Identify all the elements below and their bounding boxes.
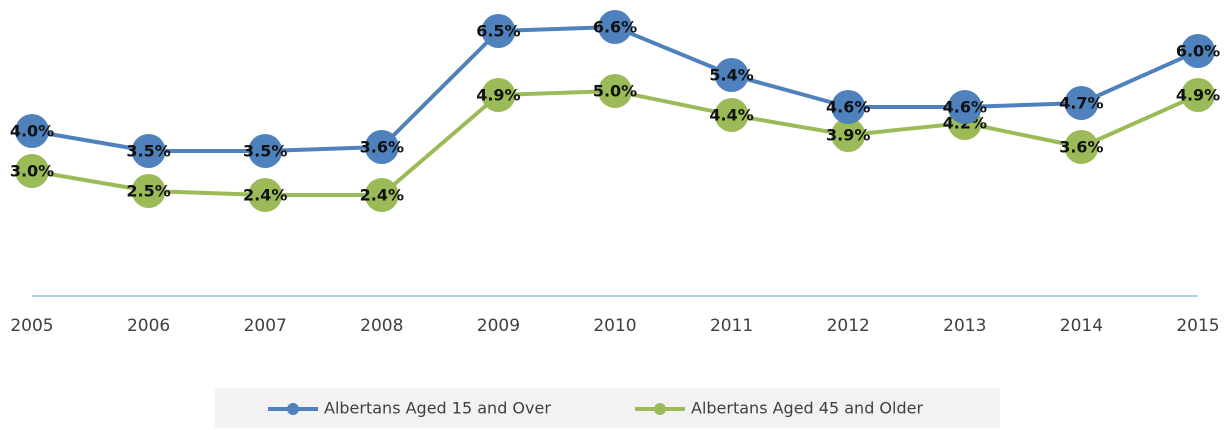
legend-label: Albertans Aged 45 and Older — [691, 399, 923, 418]
data-label: 6.5% — [476, 22, 520, 41]
x-tick-label: 2013 — [943, 316, 986, 336]
legend-marker — [654, 403, 666, 415]
marker — [481, 14, 516, 48]
data-label: 3.6% — [360, 138, 404, 157]
x-tick-label: 2010 — [593, 316, 636, 336]
marker — [15, 154, 49, 188]
legend-marker — [287, 403, 299, 415]
data-label: 3.5% — [243, 142, 287, 161]
x-tick-label: 2012 — [827, 316, 870, 336]
data-label: 6.0% — [1176, 42, 1220, 61]
data-label: 5.4% — [709, 66, 753, 85]
marker — [131, 134, 166, 168]
legend-box — [215, 388, 1000, 428]
data-label: 4.9% — [1176, 86, 1220, 105]
marker — [131, 174, 166, 208]
marker — [364, 178, 399, 212]
x-tick-label: 2014 — [1060, 316, 1103, 336]
marker — [598, 74, 632, 108]
data-label: 3.6% — [1059, 138, 1103, 157]
data-label: 2.4% — [243, 186, 287, 205]
data-label: 3.9% — [826, 126, 870, 145]
x-tick-label: 2006 — [127, 316, 170, 336]
marker — [598, 10, 632, 44]
data-label: 2.4% — [360, 186, 404, 205]
marker — [1064, 130, 1099, 164]
marker — [1181, 78, 1215, 112]
data-label: 3.5% — [126, 142, 170, 161]
x-tick-label: 2009 — [477, 316, 520, 336]
data-label: 4.7% — [1059, 94, 1103, 113]
x-tick-label: 2007 — [244, 316, 287, 336]
data-label: 2.5% — [126, 182, 170, 201]
marker — [1064, 86, 1099, 120]
x-tick-label: 2005 — [10, 316, 53, 336]
data-label: 4.6% — [826, 98, 870, 117]
marker — [714, 98, 749, 132]
data-label: 3.0% — [10, 162, 54, 181]
x-tick-label: 2011 — [710, 316, 753, 336]
marker — [831, 118, 866, 152]
marker — [1181, 34, 1215, 68]
marker — [481, 78, 516, 112]
data-label: 4.4% — [709, 106, 753, 125]
marker — [15, 114, 49, 148]
x-tick-label: 2008 — [360, 316, 403, 336]
marker — [947, 90, 982, 124]
x-tick-label: 2015 — [1176, 316, 1219, 336]
data-label: 5.0% — [593, 82, 637, 101]
marker — [248, 178, 283, 212]
marker — [831, 90, 866, 124]
legend-label: Albertans Aged 15 and Over — [324, 399, 551, 418]
data-label: 4.0% — [10, 122, 54, 141]
data-label: 4.6% — [943, 98, 987, 117]
marker — [714, 58, 749, 92]
data-label: 4.9% — [476, 86, 520, 105]
marker — [248, 134, 283, 168]
marker — [364, 130, 399, 164]
data-label: 6.6% — [593, 18, 637, 37]
